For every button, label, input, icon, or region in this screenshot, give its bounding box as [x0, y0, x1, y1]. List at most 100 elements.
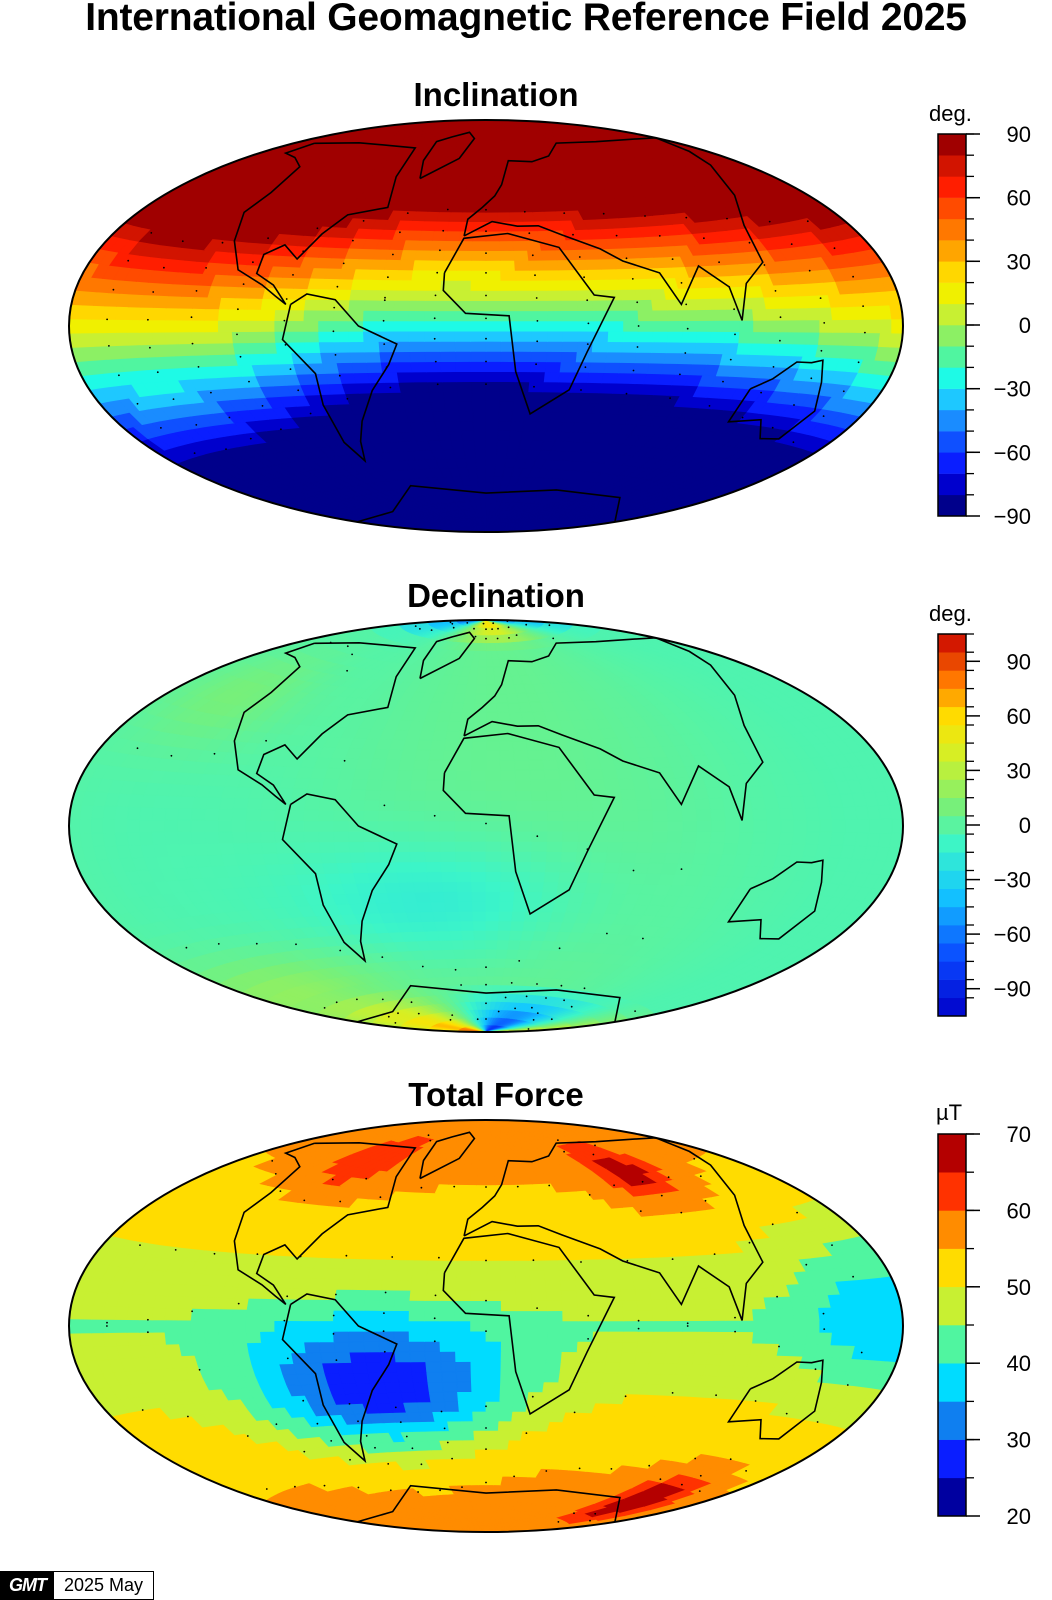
field-cell — [192, 342, 209, 356]
field-cell — [637, 330, 654, 343]
contour-mark — [820, 349, 823, 352]
field-cell — [499, 259, 516, 271]
contour-mark — [387, 276, 389, 279]
field-cell — [411, 871, 429, 883]
declination-map — [68, 619, 904, 1033]
inclination-map — [68, 119, 904, 533]
contour-mark — [406, 212, 409, 215]
page-title: International Geomagnetic Reference Fiel… — [85, 0, 967, 39]
field-cell — [79, 318, 92, 334]
contour-mark — [726, 217, 728, 220]
field-cell — [793, 319, 808, 333]
field-cell — [485, 939, 499, 950]
field-cell — [470, 279, 487, 291]
field-cell — [447, 920, 462, 932]
field-cell — [765, 307, 782, 321]
field-cell — [470, 269, 487, 281]
field-cell — [607, 830, 625, 843]
field-cell — [382, 269, 400, 281]
field-cell — [288, 820, 305, 832]
field-cell — [512, 401, 528, 412]
field-cell — [91, 805, 106, 820]
field-cell — [514, 769, 531, 781]
field-cell — [475, 457, 487, 468]
field-cell — [634, 851, 652, 864]
field-cell — [416, 901, 434, 913]
field-cell — [463, 948, 477, 959]
field-cell — [544, 361, 562, 373]
field-cell — [334, 851, 352, 864]
contour-mark — [112, 288, 115, 291]
field-cell — [485, 975, 495, 986]
field-cell — [219, 842, 236, 855]
field-cell — [682, 820, 698, 832]
field-cell — [485, 871, 502, 882]
field-cell — [232, 842, 250, 855]
field-cell — [471, 740, 487, 751]
field-cell — [456, 881, 473, 892]
field-cell — [651, 341, 668, 354]
field-cell — [530, 779, 547, 791]
field-cell — [527, 749, 544, 761]
field-cell — [618, 862, 636, 874]
field-cell — [411, 371, 429, 383]
field-cell — [139, 306, 155, 321]
contour-mark — [793, 404, 795, 406]
contour-mark — [289, 368, 292, 370]
field-cell — [606, 341, 624, 353]
field-cell — [348, 799, 366, 811]
field-cell — [190, 819, 206, 833]
contour-mark — [644, 215, 646, 217]
contour-mark — [193, 452, 196, 454]
field-cell — [471, 400, 487, 412]
field-cell — [439, 850, 457, 862]
field-cell — [634, 788, 652, 801]
field-cell — [495, 948, 509, 959]
field-cell — [245, 308, 262, 321]
field-cell — [348, 341, 366, 353]
field-cell — [485, 410, 500, 422]
field-cell — [441, 881, 458, 893]
field-cell — [259, 330, 277, 343]
contour-mark — [136, 402, 139, 405]
field-cell — [378, 799, 396, 812]
field-cell — [164, 307, 180, 321]
field-cell — [588, 361, 607, 374]
field-cell — [394, 289, 412, 301]
inclination-map-border — [68, 119, 904, 533]
field-cell — [529, 871, 546, 883]
field-cell — [305, 352, 323, 364]
field-cell — [634, 288, 652, 301]
field-cell — [516, 310, 533, 322]
contour-mark — [267, 237, 269, 240]
field-cell — [470, 290, 487, 302]
field-cell — [384, 258, 402, 271]
field-cell — [349, 789, 367, 801]
contour-mark — [531, 254, 534, 257]
field-cell — [436, 711, 452, 722]
field-cell — [470, 881, 487, 893]
field-cell — [351, 278, 369, 291]
field-cell — [516, 830, 533, 842]
field-cell — [448, 430, 464, 441]
field-cell — [819, 319, 833, 333]
contour-mark — [768, 220, 771, 223]
field-cell — [500, 871, 517, 883]
field-cell — [500, 330, 518, 342]
field-cell — [485, 166, 495, 177]
field-cell — [556, 759, 574, 771]
field-cell — [456, 381, 473, 393]
field-cell — [605, 351, 623, 363]
field-cell — [652, 330, 669, 343]
field-cell — [540, 891, 558, 903]
field-cell — [636, 799, 654, 811]
field-cell — [618, 778, 636, 790]
field-cell — [425, 361, 442, 373]
field-cell — [498, 730, 514, 742]
field-cell — [637, 809, 654, 822]
field-cell — [854, 332, 870, 347]
field-cell — [499, 881, 516, 892]
contour-mark — [763, 264, 766, 266]
field-cell — [396, 769, 414, 781]
contour-mark — [292, 274, 294, 276]
